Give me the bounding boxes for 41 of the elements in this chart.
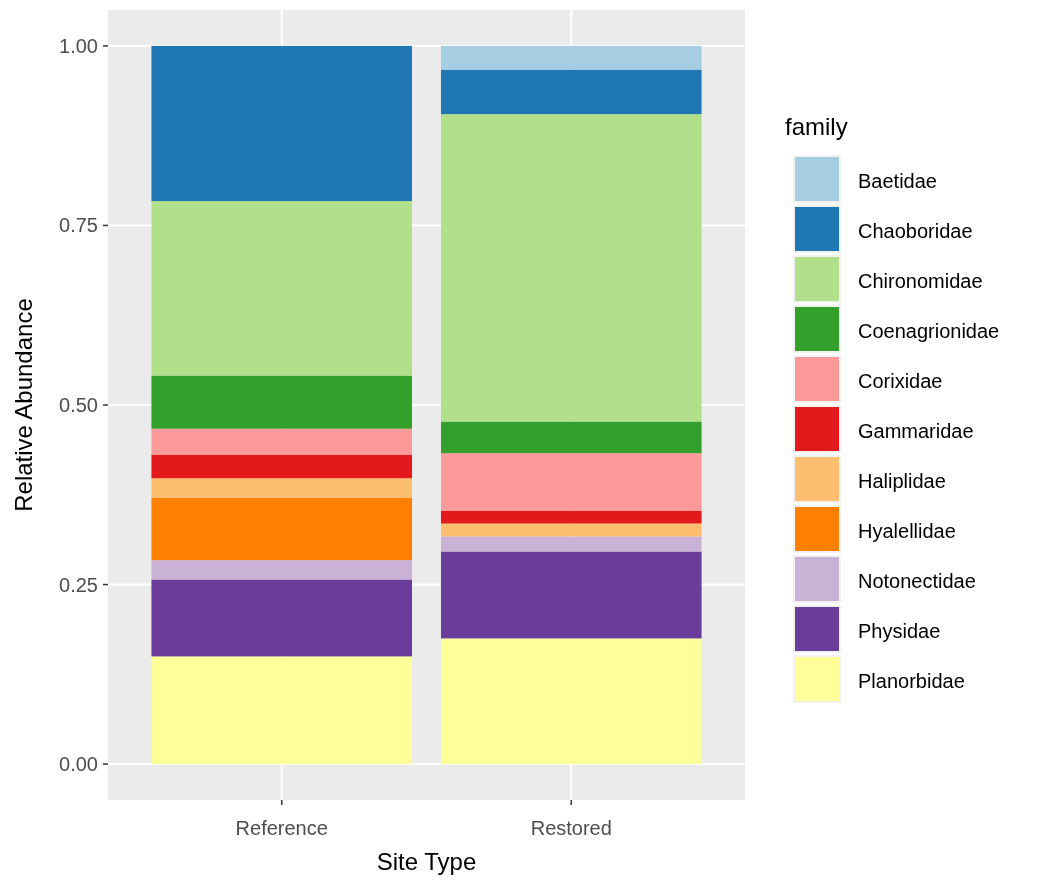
bar xyxy=(440,536,702,552)
bar xyxy=(151,497,413,561)
bar xyxy=(440,638,702,765)
x-tick-label: Reference xyxy=(235,817,328,839)
legend-label: Physidae xyxy=(858,620,941,642)
bar xyxy=(151,560,413,580)
bar xyxy=(440,45,702,70)
bar xyxy=(151,201,413,376)
bar xyxy=(440,421,702,454)
legend-label: Chironomidae xyxy=(858,270,983,292)
bar xyxy=(151,454,413,479)
bar xyxy=(440,510,702,524)
y-tick-label: 0.75 xyxy=(59,214,98,237)
bar xyxy=(151,656,413,765)
x-tick-label: Restored xyxy=(530,817,612,839)
legend-label: Planorbidae xyxy=(858,670,965,692)
legend-label: Baetidae xyxy=(858,170,937,192)
y-tick-label: 0.00 xyxy=(59,753,98,776)
legend-label: Hyalellidae xyxy=(858,520,956,542)
bar xyxy=(440,114,702,422)
bar xyxy=(151,45,413,202)
bar xyxy=(440,551,702,639)
bar xyxy=(151,375,413,429)
legend-label: Chaoboridae xyxy=(858,220,973,242)
legend-label: Corixidae xyxy=(858,370,943,392)
bar xyxy=(440,523,702,537)
bar xyxy=(440,453,702,511)
y-tick-label: 0.50 xyxy=(59,394,98,416)
y-tick-label: 1.00 xyxy=(59,34,98,57)
legend-label: Coenagrionidae xyxy=(858,320,1000,342)
y-tick-label: 0.25 xyxy=(59,573,98,596)
legend-label: Notonectidae xyxy=(858,570,976,592)
x-axis-title: Site Type xyxy=(376,848,477,875)
legend-label: Gammaridae xyxy=(858,420,974,442)
bar xyxy=(151,579,413,657)
y-axis-title: Relative Abundance xyxy=(10,298,37,512)
legend-label: Haliplidae xyxy=(858,470,946,492)
bar xyxy=(151,478,413,498)
bar xyxy=(440,69,702,115)
legend-title: family xyxy=(785,113,848,140)
bar xyxy=(151,428,413,455)
